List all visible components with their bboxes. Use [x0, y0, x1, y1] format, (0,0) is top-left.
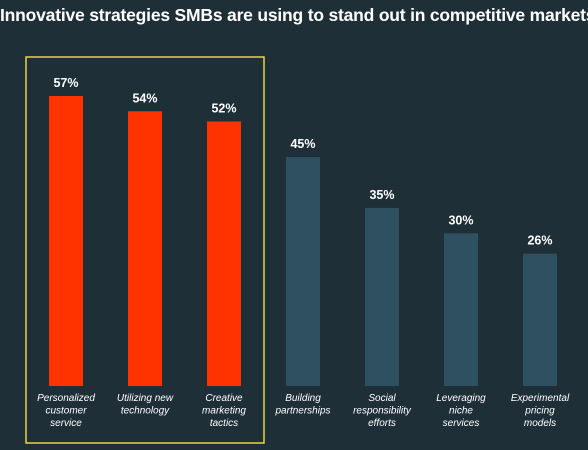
highlight-box	[25, 56, 265, 444]
category-label-0: Personalized customer service	[37, 393, 95, 429]
category-label-line: Building	[285, 393, 321, 404]
category-label-line: service	[50, 418, 82, 429]
category-label-line: models	[524, 418, 556, 429]
value-label-3: 45%	[290, 137, 315, 151]
bar-0	[49, 96, 83, 386]
category-label-line: pricing	[524, 406, 555, 417]
category-label-3: Building partnerships	[274, 393, 330, 417]
category-label-line: services	[443, 418, 480, 429]
chart-title: Innovative strategies SMBs are using to …	[0, 5, 588, 25]
category-label-line: Leveraging	[436, 393, 486, 404]
bar-5	[444, 233, 478, 386]
category-label-line: Experimental	[511, 393, 570, 404]
value-label-6: 26%	[527, 234, 552, 248]
bar-2	[207, 121, 241, 386]
category-label-line: marketing	[202, 406, 246, 417]
category-label-line: tactics	[210, 418, 238, 429]
category-label-line: Personalized	[37, 393, 95, 404]
category-label-line: customer	[45, 406, 87, 417]
category-label-1: Utilizing new technology	[117, 393, 174, 417]
value-label-1: 54%	[132, 91, 157, 105]
category-label-2: Creative marketing tactics	[202, 393, 246, 429]
category-label-5: Leveraging niche services	[436, 393, 486, 429]
value-label-4: 35%	[369, 188, 394, 202]
category-label-line: Social	[368, 393, 396, 404]
category-label-line: responsibility	[353, 406, 412, 417]
category-label-4: Social responsibility efforts	[353, 393, 412, 429]
value-label-0: 57%	[53, 76, 78, 90]
bar-1	[128, 111, 162, 387]
value-label-2: 52%	[211, 101, 236, 115]
value-label-5: 30%	[448, 213, 473, 227]
bar-3	[286, 157, 320, 386]
category-label-line: technology	[121, 406, 170, 417]
category-label-6: Experimental pricing models	[511, 393, 570, 429]
category-label-line: partnerships	[274, 406, 330, 417]
category-label-line: Utilizing new	[117, 393, 174, 404]
category-label-line: Creative	[205, 393, 243, 404]
category-label-line: niche	[449, 406, 473, 417]
category-label-line: efforts	[368, 418, 396, 429]
bar-6	[523, 253, 557, 386]
bar-4	[365, 207, 399, 386]
